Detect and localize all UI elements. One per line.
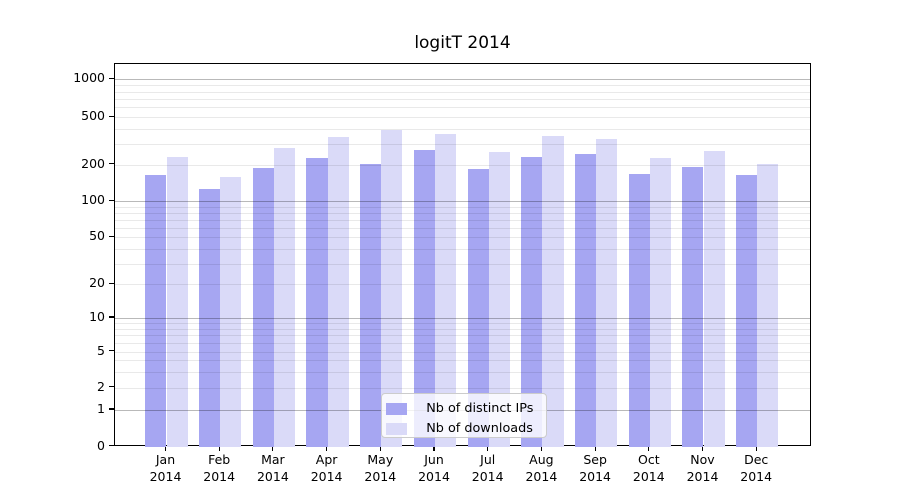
- x-tick-mark-feb: [218, 446, 220, 451]
- y-tick-label-10: 10: [89, 309, 105, 324]
- bar-nb-of-distinct-ips-may: [360, 163, 382, 447]
- y-tick-label-0: 0: [97, 437, 105, 453]
- x-tick-mark-apr: [326, 446, 328, 451]
- bar-nb-of-downloads-jan: [166, 157, 188, 447]
- y-tick-mark-500: [108, 115, 114, 117]
- x-tick-label-mar: Mar 2014: [256, 452, 289, 484]
- x-tick-label-feb: Feb 2014: [203, 452, 236, 484]
- y-tick-mark-2: [108, 386, 114, 388]
- legend-row-downloads: Nb of downloads: [386, 419, 546, 439]
- y-tick-label-1000: 1000: [73, 70, 105, 86]
- bar-nb-of-distinct-ips-jun: [413, 149, 435, 447]
- y-tick-label-5: 5: [97, 342, 105, 358]
- x-tick-label-sep: Sep 2014: [579, 452, 611, 484]
- bar-nb-of-downloads-jun: [435, 134, 457, 447]
- bar-nb-of-downloads-dec: [757, 163, 779, 447]
- bar-nb-of-downloads-may: [381, 129, 403, 447]
- bar-nb-of-distinct-ips-jan: [145, 175, 167, 447]
- y-tick-mark-200: [108, 162, 114, 165]
- x-tick-label-dec: Dec 2014: [740, 452, 773, 484]
- x-tick-label-nov: Nov 2014: [686, 452, 719, 484]
- legend-label-distinct-ips: Nb of distinct IPs: [426, 400, 534, 416]
- x-tick-mark-jan: [164, 446, 167, 451]
- bar-nb-of-downloads-nov: [703, 151, 725, 447]
- bar-nb-of-distinct-ips-jul: [467, 168, 489, 447]
- bar-nb-of-downloads-jul: [488, 151, 510, 447]
- y-tick-mark-50: [108, 235, 114, 237]
- x-tick-mark-may: [379, 446, 381, 451]
- x-tick-label-oct: Oct 2014: [632, 452, 665, 484]
- y-tick-label-100: 100: [81, 192, 105, 208]
- x-tick-label-aug: Aug 2014: [525, 452, 558, 484]
- legend-label-downloads: Nb of downloads: [426, 420, 533, 436]
- x-tick-mark-aug: [540, 446, 542, 451]
- bar-nb-of-distinct-ips-feb: [199, 189, 221, 447]
- y-tick-label-1: 1: [97, 401, 105, 416]
- bar-nb-of-distinct-ips-aug: [521, 156, 543, 447]
- bar-nb-of-downloads-feb: [220, 177, 242, 447]
- bar-nb-of-distinct-ips-nov: [682, 167, 704, 447]
- plot-area: [114, 63, 811, 447]
- bar-nb-of-distinct-ips-sep: [574, 154, 597, 447]
- y-tick-mark-20: [108, 282, 114, 284]
- x-tick-label-apr: Apr 2014: [310, 452, 343, 484]
- x-tick-mark-nov: [701, 446, 704, 451]
- bar-nb-of-distinct-ips-dec: [736, 175, 758, 447]
- bar-nb-of-downloads-apr: [327, 137, 349, 447]
- x-tick-mark-jun: [433, 446, 435, 451]
- x-tick-label-jun: Jun 2014: [418, 452, 450, 484]
- legend-row-distinct-ips: Nb of distinct IPs: [386, 399, 546, 419]
- x-tick-mark-sep: [594, 446, 596, 451]
- legend-swatch-distinct-ips: [386, 402, 408, 416]
- x-tick-label-jul: Jul 2014: [471, 452, 504, 484]
- bar-nb-of-distinct-ips-apr: [306, 157, 328, 447]
- y-tick-mark-10: [108, 316, 114, 318]
- legend-swatch-downloads: [386, 422, 408, 436]
- x-tick-mark-jul: [487, 446, 489, 451]
- y-tick-mark-100: [108, 199, 114, 201]
- y-tick-mark-5: [108, 350, 114, 352]
- bars-layer: [115, 64, 810, 447]
- y-tick-mark-1000: [108, 77, 114, 79]
- y-tick-label-20: 20: [89, 275, 105, 291]
- bar-nb-of-distinct-ips-mar: [252, 167, 274, 447]
- bar-nb-of-downloads-aug: [542, 135, 564, 447]
- x-tick-mark-oct: [648, 446, 650, 451]
- y-tick-label-50: 50: [89, 228, 105, 244]
- y-tick-label-2: 2: [97, 378, 105, 394]
- bar-nb-of-distinct-ips-oct: [628, 174, 650, 447]
- x-tick-label-may: May 2014: [364, 452, 397, 484]
- legend: Nb of distinct IPs Nb of downloads: [380, 393, 547, 439]
- x-tick-label-jan: Jan 2014: [149, 452, 182, 484]
- x-tick-mark-dec: [755, 446, 757, 451]
- y-tick-label-500: 500: [81, 108, 105, 124]
- y-tick-mark-1: [108, 408, 114, 410]
- x-tick-mark-mar: [272, 446, 274, 451]
- y-tick-mark-0: [108, 444, 114, 447]
- bar-nb-of-downloads-mar: [273, 147, 296, 447]
- bar-nb-of-downloads-sep: [596, 139, 618, 447]
- y-tick-label-200: 200: [81, 155, 105, 171]
- chart-title: logitT 2014: [414, 33, 511, 53]
- bar-nb-of-downloads-oct: [649, 157, 671, 447]
